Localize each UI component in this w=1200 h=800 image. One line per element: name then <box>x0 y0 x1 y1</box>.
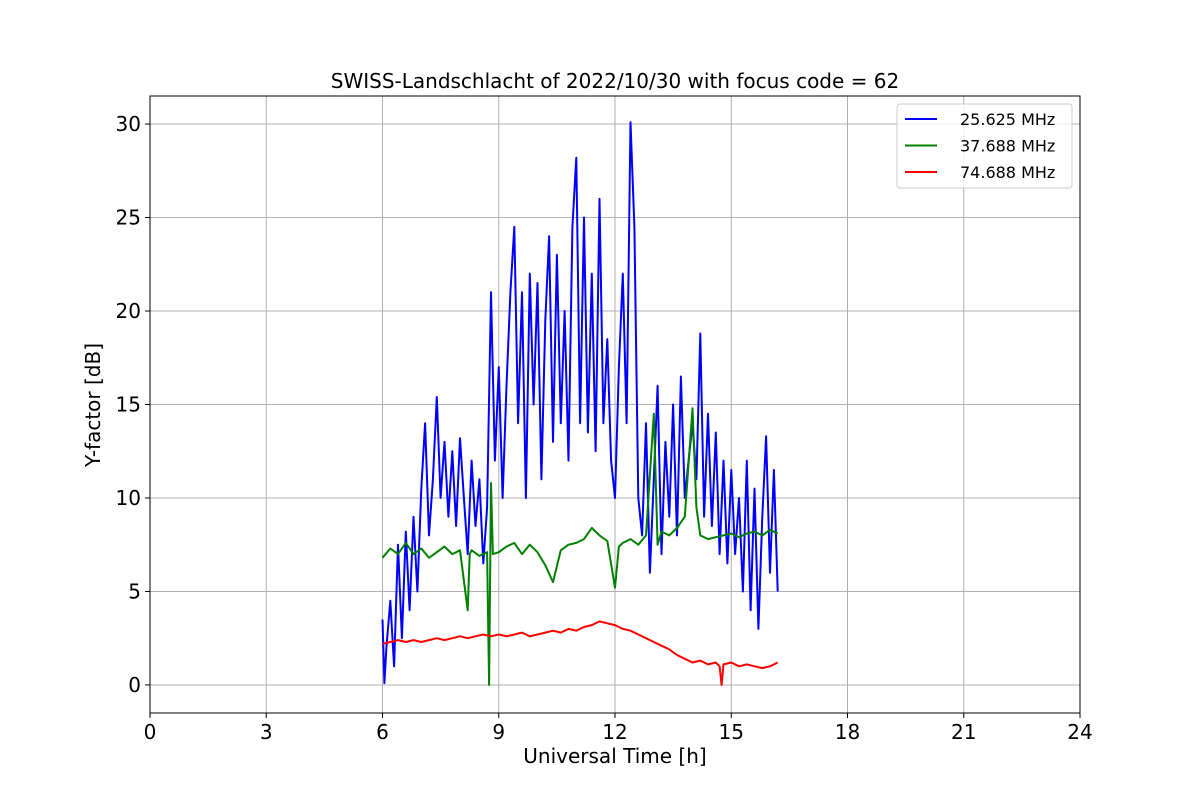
y-axis-label: Y-factor [dB] <box>81 343 105 468</box>
y-tick-label: 10 <box>116 486 141 510</box>
legend-label: 74.688 MHz <box>960 163 1055 182</box>
x-tick-label: 24 <box>1067 720 1092 744</box>
series-line-1 <box>381 121 779 685</box>
y-tick-label: 15 <box>116 393 141 417</box>
y-tick-label: 5 <box>128 579 141 603</box>
y-tick-label: 25 <box>116 206 141 230</box>
x-tick-label: 21 <box>951 720 976 744</box>
series-line-2 <box>381 407 779 686</box>
x-tick-label: 6 <box>376 720 389 744</box>
legend-label: 37.688 MHz <box>960 137 1055 156</box>
x-tick-label: 9 <box>492 720 505 744</box>
series-layer <box>381 121 779 686</box>
chart-title: SWISS-Landschlacht of 2022/10/30 with fo… <box>331 69 899 93</box>
legend-label: 25.625 MHz <box>960 110 1055 129</box>
y-tick-label: 30 <box>116 112 141 136</box>
x-axis-label: Universal Time [h] <box>523 744 706 768</box>
legend-box <box>896 103 1073 189</box>
series-line-3 <box>382 620 779 686</box>
x-tick-label: 3 <box>260 720 273 744</box>
ticks: 0 3 6 9 12 15 18 21 24 0 5 10 15 20 25 30 <box>116 112 1093 744</box>
legend: 25.625 MHz 37.688 MHz 74.688 MHz <box>896 103 1073 189</box>
x-tick-label: 15 <box>719 720 744 744</box>
y-tick-label: 0 <box>128 673 141 697</box>
x-tick-label: 18 <box>835 720 860 744</box>
x-tick-label: 12 <box>602 720 627 744</box>
y-tick-label: 20 <box>116 299 141 323</box>
x-tick-label: 0 <box>144 720 157 744</box>
